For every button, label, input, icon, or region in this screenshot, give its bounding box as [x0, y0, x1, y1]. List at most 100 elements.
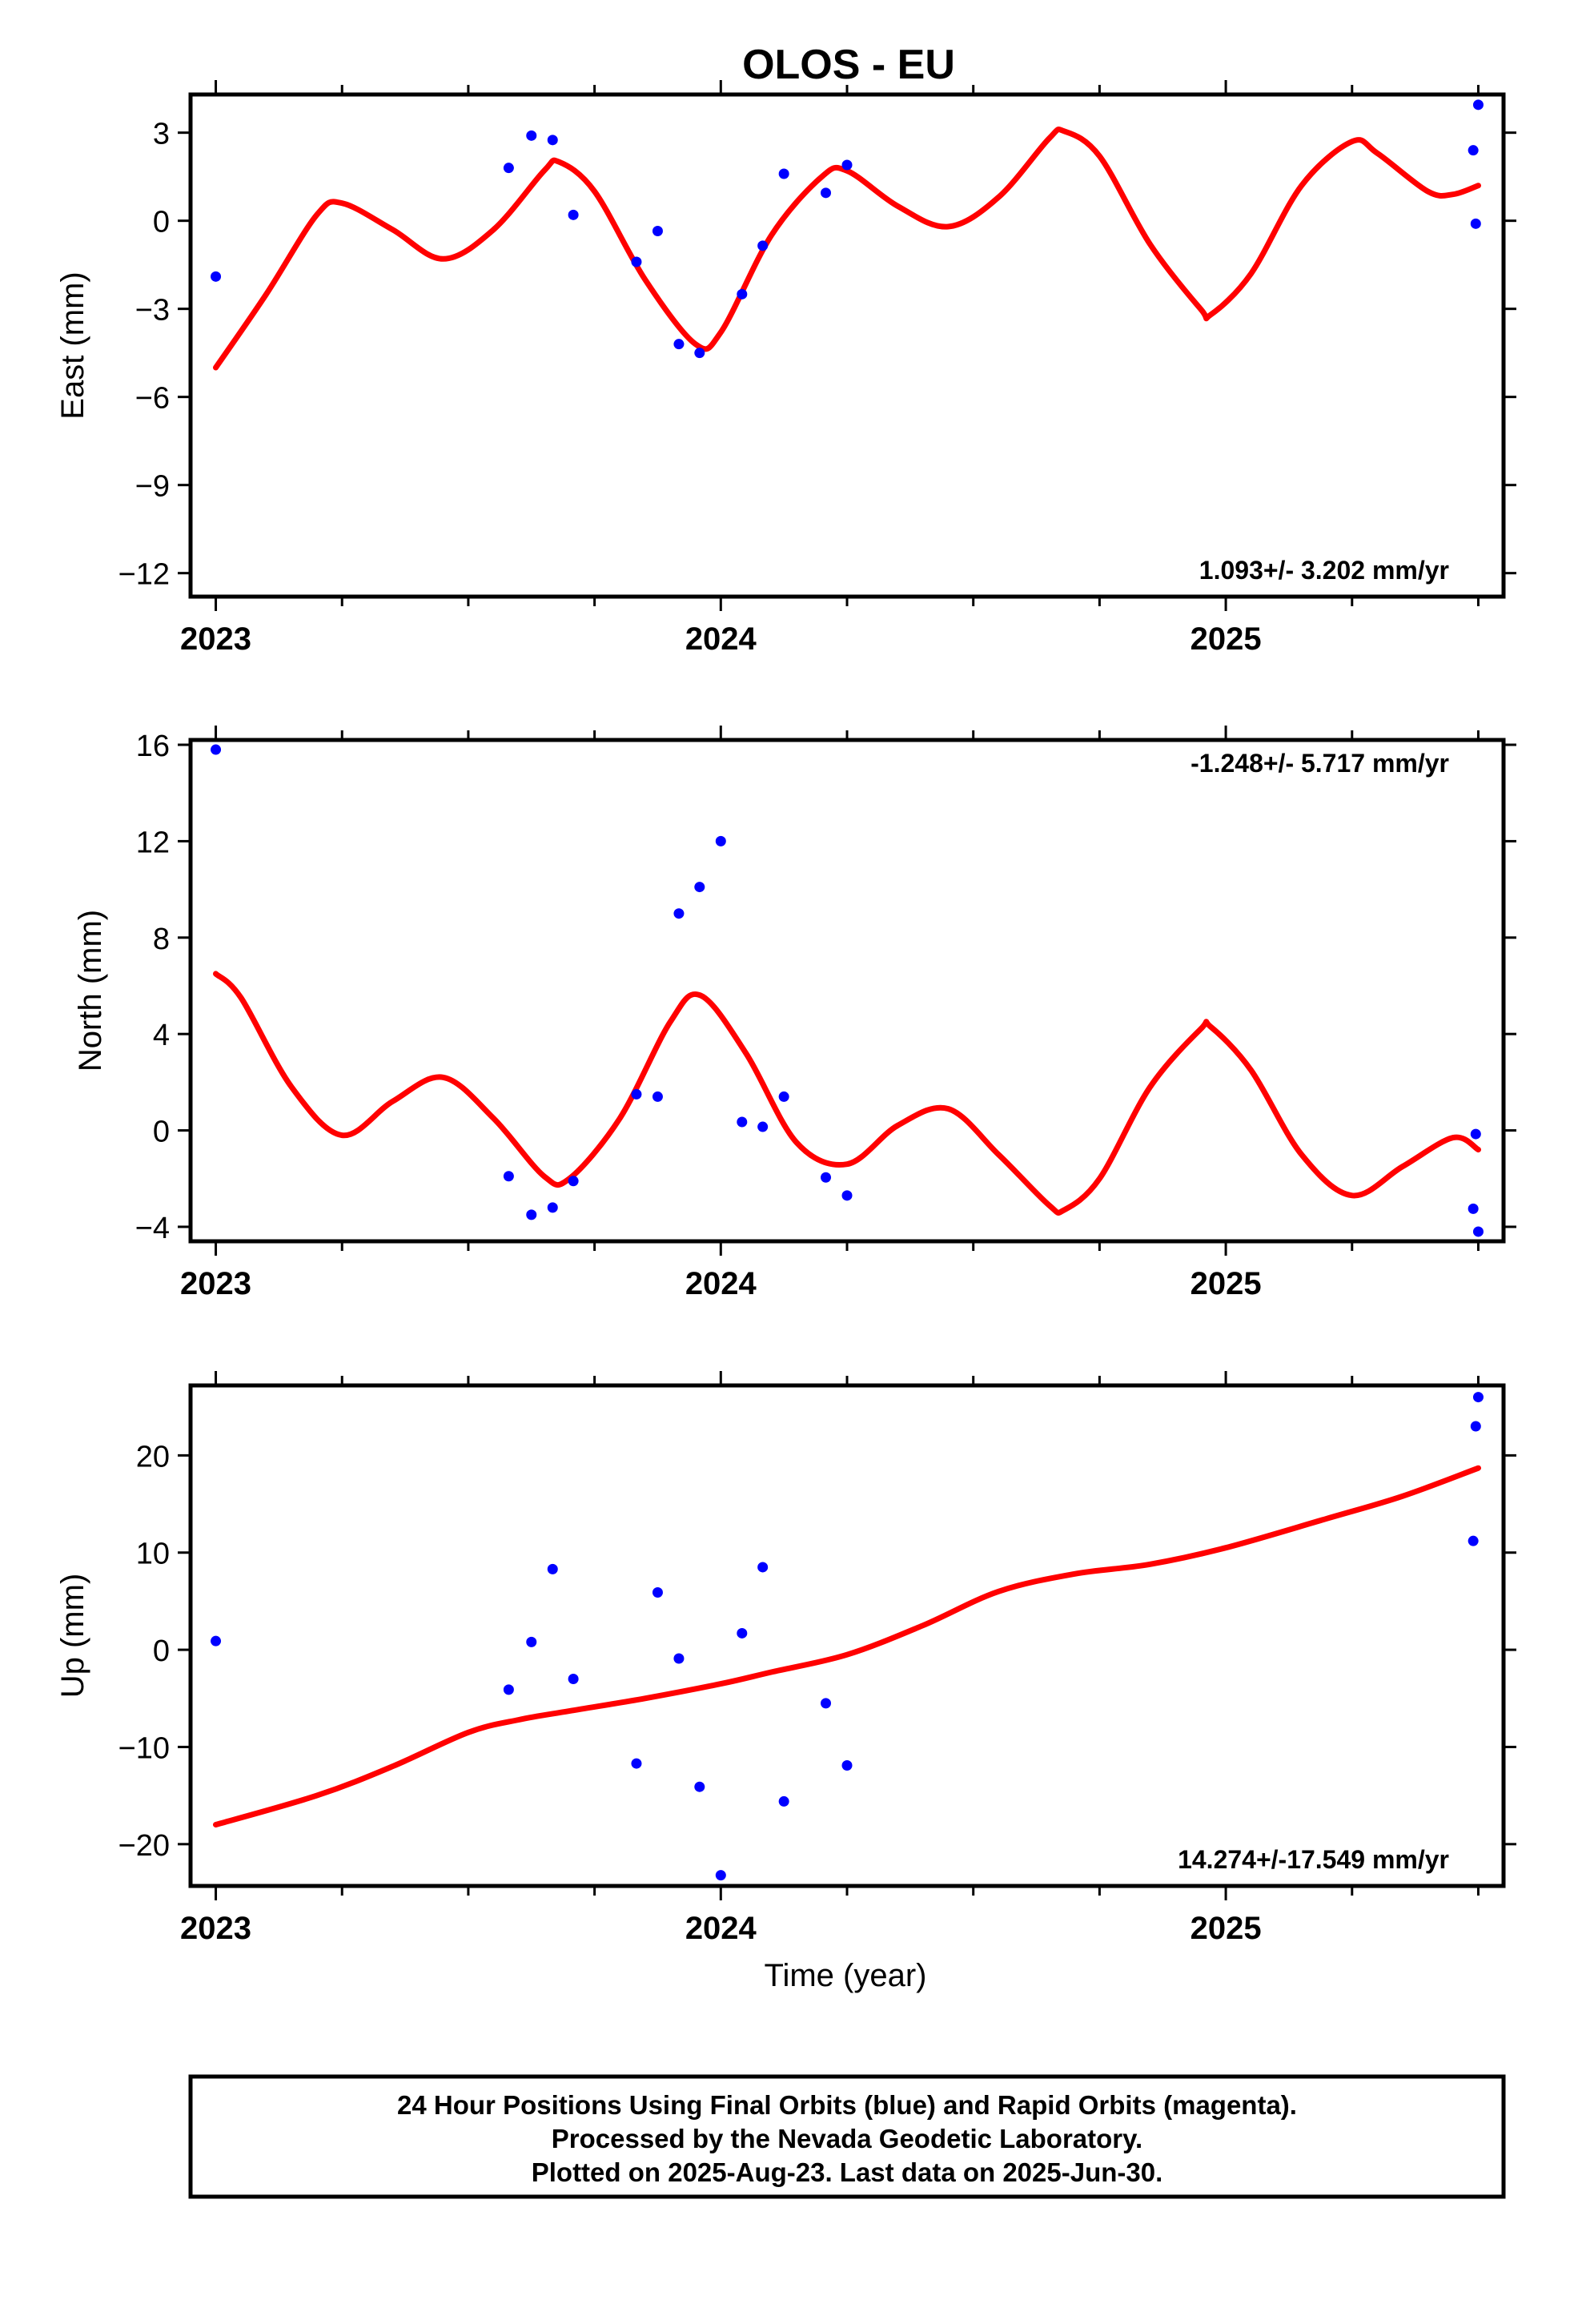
data-point [652, 1586, 663, 1598]
data-point [1470, 1128, 1481, 1140]
y-tick-label: 8 [153, 923, 170, 956]
data-point [778, 1091, 789, 1102]
data-point [673, 339, 685, 350]
data-point [652, 1091, 663, 1102]
data-point [757, 1121, 769, 1132]
data-point [694, 348, 705, 359]
x-tick-label: 2025 [1191, 621, 1262, 657]
y-axis-label: Up (mm) [55, 1574, 90, 1699]
data-point [1472, 1226, 1484, 1237]
footer-line-3: Plotted on 2025-Aug-23. Last data on 202… [532, 2157, 1163, 2187]
footer-line-2: Processed by the Nevada Geodetic Laborat… [552, 2124, 1142, 2153]
data-point [211, 1635, 222, 1647]
rate-label: 1.093+/- 3.202 mm/yr [1199, 556, 1449, 585]
data-point [1468, 1535, 1479, 1546]
y-tick-label: −6 [135, 382, 170, 416]
y-axis-label: North (mm) [73, 910, 108, 1072]
data-point [211, 744, 222, 755]
model-curve [213, 1465, 1481, 1827]
data-point [568, 209, 579, 220]
data-point [526, 1636, 537, 1647]
y-tick-label: 4 [153, 1019, 170, 1052]
x-tick-label: 2025 [1191, 1911, 1262, 1946]
data-point [673, 908, 685, 919]
data-point [821, 1172, 832, 1183]
data-point [1468, 145, 1479, 156]
panel-up: 20 10 0 −10 −20 2023 2024 2025 Up (mm) Time (year… [55, 1371, 1516, 1993]
data-point [547, 1202, 558, 1213]
x-tick-label: 2024 [685, 1266, 757, 1301]
x-tick-label: 2024 [685, 1911, 757, 1946]
data-point [547, 1563, 558, 1574]
model-curve [213, 971, 1481, 1216]
data-point [1468, 1203, 1479, 1214]
y-tick-label: 12 [136, 826, 170, 859]
data-point [757, 240, 769, 251]
data-point [778, 168, 789, 179]
x-tick-label: 2025 [1191, 1266, 1262, 1301]
panels: 3 0 −3 −6 −9 −12 2023 2024 2025 East (mm) 1.093+/-… [55, 80, 1516, 1993]
data-point [694, 1781, 705, 1792]
data-point [547, 135, 558, 146]
x-tick-label: 2023 [180, 1266, 251, 1301]
panel-east: 3 0 −3 −6 −9 −12 2023 2024 2025 East (mm) 1.093+/-… [55, 80, 1516, 657]
data-point [568, 1176, 579, 1187]
data-point [526, 130, 537, 141]
data-point [778, 1795, 789, 1807]
data-point [737, 1627, 748, 1638]
data-point [737, 1116, 748, 1128]
x-tick-label: 2024 [685, 621, 757, 657]
y-tick-label: 0 [153, 1634, 170, 1668]
y-tick-label: 16 [136, 730, 170, 763]
data-point [568, 1674, 579, 1685]
data-point [652, 226, 663, 236]
data-point [503, 1171, 514, 1182]
figure-title: OLOS - EU [742, 42, 955, 88]
y-tick-label: −20 [118, 1829, 170, 1863]
data-point [715, 1870, 726, 1881]
x-axis-label: Time (year) [765, 1958, 927, 1993]
data-point [694, 882, 705, 893]
data-point [631, 256, 642, 267]
data-point [631, 1088, 642, 1100]
footer-box: 24 Hour Positions Using Final Orbits (bl… [188, 2074, 1506, 2199]
data-point [1470, 1421, 1481, 1432]
rate-label: 14.274+/-17.549 mm/yr [1178, 1845, 1449, 1874]
data-point [841, 159, 853, 171]
y-tick-label: −4 [135, 1212, 170, 1245]
y-tick-label: −3 [135, 294, 170, 328]
data-point [757, 1562, 769, 1573]
data-point [1470, 218, 1481, 229]
data-point [1472, 1392, 1484, 1403]
y-tick-label: 0 [153, 1116, 170, 1149]
data-point [673, 1653, 685, 1664]
data-point [841, 1190, 853, 1201]
data-point [631, 1758, 642, 1769]
data-point [1472, 99, 1484, 111]
data-point [841, 1760, 853, 1771]
footer-border [188, 2074, 1506, 2199]
y-tick-label: −9 [135, 470, 170, 504]
y-tick-label: 20 [136, 1440, 170, 1474]
data-point [211, 271, 222, 282]
y-tick-label: −12 [118, 558, 170, 592]
data-point [503, 1684, 514, 1695]
data-point [526, 1209, 537, 1220]
x-tick-label: 2023 [180, 1911, 251, 1946]
panel-north: 16 12 8 4 0 −4 2023 2024 2025 North (mm) -1.248+/-… [73, 726, 1516, 1301]
data-point [821, 187, 832, 199]
rate-label: -1.248+/- 5.717 mm/yr [1191, 749, 1449, 778]
data-point [715, 835, 726, 846]
y-tick-label: 3 [153, 118, 170, 151]
data-point [503, 163, 514, 174]
footer-line-1: 24 Hour Positions Using Final Orbits (bl… [397, 2090, 1297, 2120]
data-point [737, 288, 748, 300]
plot-frame [188, 1383, 1506, 1888]
y-axis-label: East (mm) [55, 271, 90, 419]
x-tick-label: 2023 [180, 621, 251, 657]
data-point [821, 1698, 832, 1709]
model-curve [213, 127, 1481, 371]
y-tick-label: 10 [136, 1538, 170, 1571]
y-tick-label: −10 [118, 1731, 170, 1765]
